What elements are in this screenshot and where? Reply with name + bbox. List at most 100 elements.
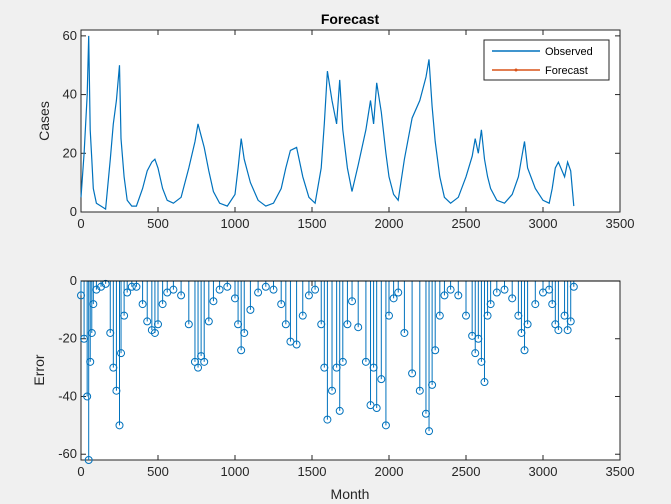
error-point xyxy=(89,300,98,309)
error-point xyxy=(454,291,463,300)
error-point xyxy=(204,317,213,326)
top-x-tick-label: 1000 xyxy=(221,216,250,231)
top-axes: Forecast Cases 0 500 1000 1500 2000 2500 3000 3… xyxy=(36,11,634,231)
error-point xyxy=(281,320,290,329)
error-point xyxy=(394,288,403,297)
top-x-tick-label: 2000 xyxy=(375,216,404,231)
error-point xyxy=(381,421,390,430)
legend: Observed Forecast xyxy=(483,39,610,81)
bottom-x-ticks: 0 500 1000 1500 2000 2500 3000 3500 xyxy=(77,281,634,479)
error-point xyxy=(377,375,386,384)
error-point xyxy=(335,406,344,415)
top-x-tick-label: 3500 xyxy=(606,216,635,231)
top-x-tick-label: 3000 xyxy=(529,216,558,231)
top-y-tick-label: 20 xyxy=(63,145,77,160)
error-point xyxy=(101,279,110,288)
error-point xyxy=(127,282,136,291)
error-point xyxy=(323,415,332,424)
error-point xyxy=(132,282,141,291)
legend-forecast-label: Forecast xyxy=(545,65,588,77)
error-point xyxy=(425,427,434,436)
bottom-x-axis-label: Month xyxy=(331,486,370,502)
error-point xyxy=(361,357,370,366)
top-y-axis-label: Cases xyxy=(36,101,52,141)
error-point xyxy=(492,288,501,297)
error-point xyxy=(292,340,301,349)
error-point xyxy=(400,328,409,337)
error-point xyxy=(304,291,313,300)
bottom-x-tick-label: 1000 xyxy=(221,464,250,479)
error-point xyxy=(86,357,95,366)
error-point xyxy=(471,349,480,358)
error-point xyxy=(338,357,347,366)
error-point xyxy=(254,288,263,297)
error-point xyxy=(184,320,193,329)
error-point xyxy=(177,291,186,300)
legend-observed-label: Observed xyxy=(545,46,593,58)
error-point xyxy=(209,297,218,306)
error-point xyxy=(311,285,320,294)
error-point xyxy=(520,346,529,355)
error-point xyxy=(298,311,307,320)
error-point xyxy=(240,328,249,337)
bottom-x-tick-label: 500 xyxy=(147,464,169,479)
legend-box xyxy=(483,39,610,81)
error-point xyxy=(87,328,96,337)
error-point xyxy=(500,285,509,294)
error-point xyxy=(343,320,352,329)
error-point xyxy=(563,326,572,335)
error-point xyxy=(480,378,489,387)
top-x-tick-label: 500 xyxy=(147,216,169,231)
bottom-y-tick-label: -20 xyxy=(58,331,77,346)
error-point xyxy=(117,349,126,358)
error-point xyxy=(246,305,255,314)
bottom-axes: Month Error 0 500 1000 1500 2000 2500 3000 3500… xyxy=(31,273,634,502)
error-point xyxy=(462,311,470,320)
error-point xyxy=(389,294,398,303)
legend-forecast-marker xyxy=(514,68,518,72)
error-point xyxy=(348,297,357,306)
error-point xyxy=(138,300,147,309)
error-point xyxy=(169,285,178,294)
top-series-layer xyxy=(80,35,575,211)
bottom-x-tick-label: 2500 xyxy=(452,464,481,479)
error-point xyxy=(261,282,270,291)
bottom-x-tick-label: 3500 xyxy=(606,464,635,479)
bottom-x-tick-label: 3000 xyxy=(529,464,558,479)
error-point xyxy=(237,346,246,355)
bottom-y-tick-label: -60 xyxy=(58,446,77,461)
error-point xyxy=(154,320,162,329)
error-point xyxy=(354,323,363,332)
top-x-tick-label: 1500 xyxy=(298,216,327,231)
error-point xyxy=(408,369,417,378)
error-point xyxy=(120,311,129,320)
top-y-tick-label: 60 xyxy=(63,28,77,43)
bottom-series-layer xyxy=(77,279,620,464)
top-y-tick-label: 0 xyxy=(70,204,77,219)
error-point xyxy=(123,288,132,297)
error-point xyxy=(486,300,495,309)
bottom-y-tick-label: -40 xyxy=(58,388,77,403)
error-point xyxy=(84,456,93,464)
error-point xyxy=(531,300,540,309)
error-point xyxy=(569,282,578,291)
error-point xyxy=(508,294,517,303)
error-point xyxy=(143,317,152,326)
top-x-ticks: 0 500 1000 1500 2000 2500 3000 3500 xyxy=(77,30,634,231)
error-point xyxy=(372,404,381,413)
series-observed-line xyxy=(80,35,575,211)
bottom-plot-area xyxy=(80,280,621,461)
error-point xyxy=(150,328,159,337)
error-point xyxy=(483,311,492,320)
error-point xyxy=(523,320,532,329)
top-y-tick-label: 40 xyxy=(63,87,77,102)
error-point xyxy=(446,285,455,294)
error-point xyxy=(554,326,563,335)
top-x-tick-label: 0 xyxy=(77,216,84,231)
bottom-y-tick-label: 0 xyxy=(70,273,77,288)
bottom-y-axis-label: Error xyxy=(31,354,47,385)
error-point xyxy=(277,300,286,309)
error-point xyxy=(415,386,424,395)
error-point xyxy=(215,285,224,294)
